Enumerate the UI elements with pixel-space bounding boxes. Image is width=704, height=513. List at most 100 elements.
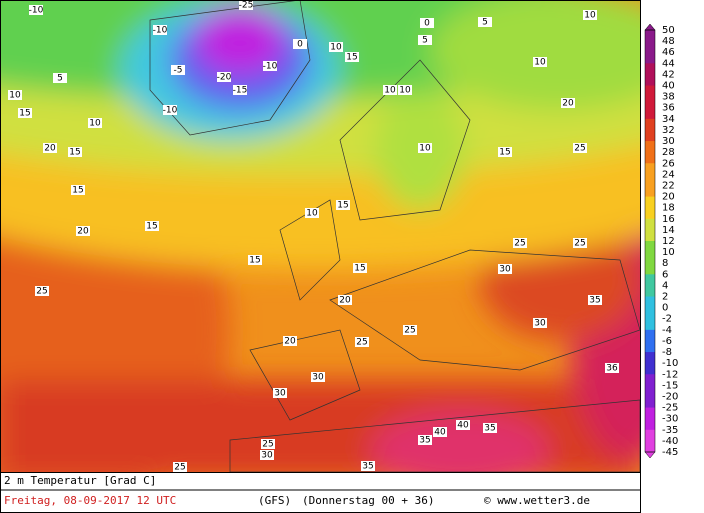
variable: 2 m Temperatur [Grad C] [4,474,156,487]
scale-band [645,218,655,231]
label-box [513,238,527,248]
label-box [145,221,159,231]
contour-label: 10 [418,143,432,154]
scale-label: 30 [662,136,675,147]
contour-label: 20 [76,226,90,237]
contour-label: 25 [403,325,417,336]
scale-band [645,129,655,142]
scale-band [645,163,655,175]
scale-label: -8 [662,347,672,358]
scale-band [645,440,655,453]
label-box [533,318,547,328]
label-text: 10 [89,119,101,129]
label-box [217,72,231,82]
contour-label: 15 [68,147,82,158]
contour-label: 25 [513,238,527,249]
label-text: 20 [284,337,296,347]
label-text: -10 [163,106,178,116]
scale-label: -6 [662,336,672,347]
contour-label: 5 [418,35,432,46]
label-text: 25 [574,239,585,249]
date: Freitag, 08-09-2017 12 UTC [4,494,176,507]
label-text: 35 [484,424,495,434]
label-text: 25 [356,338,367,348]
scale-band [645,141,655,153]
contour-label: 30 [273,388,287,399]
contour-label: 0 [420,18,434,29]
label-text: 15 [337,201,348,211]
label-box [239,0,253,10]
label-box [171,65,185,75]
scale-band [645,196,655,209]
contour-label: 10 [583,10,597,21]
contour-label: 10 [305,208,319,219]
scale-band [645,363,655,375]
scale-band [645,229,655,242]
contour-label: 30 [498,264,512,275]
scale-label: 20 [662,192,675,203]
label-box [18,108,32,118]
label-text: 15 [346,53,357,63]
contour-label: 15 [353,263,367,274]
label-text: 25 [574,144,585,154]
label-box [233,85,247,95]
label-box [71,185,85,195]
label-box [605,363,619,373]
contour-label: 35 [361,461,375,472]
label-text: 30 [261,451,273,461]
label-box [76,226,90,236]
label-text: 36 [606,364,618,374]
label-text: 20 [44,144,56,154]
scale-band [645,252,655,264]
scale-label: 14 [662,225,675,236]
label-text: 5 [422,36,428,46]
label-box [173,462,187,472]
contour-label: 35 [588,295,602,306]
label-text: 25 [36,287,47,297]
scale-label: 42 [662,69,675,80]
model: (GFS) [258,494,291,507]
label-text: 30 [534,319,546,329]
scale-band [645,118,655,131]
contour-label: 40 [433,427,447,438]
contour-label: 35 [418,435,432,446]
label-box [35,286,49,296]
contour-label: 20 [338,295,352,306]
label-text: -15 [233,86,248,96]
scale-band [645,241,655,253]
scale-band [645,407,655,420]
contour-label: 15 [145,221,159,232]
label-box [293,39,307,49]
contour-label: 10 [8,90,22,101]
scale-label: 0 [662,303,668,314]
label-box [248,255,262,265]
contour-label: 15 [498,147,512,158]
label-text: 40 [457,421,469,431]
label-text: 15 [69,148,80,158]
contour-label: 15 [18,108,32,119]
label-text: 0 [424,19,430,29]
label-box [583,10,597,20]
label-box [263,61,277,71]
label-box [478,17,492,27]
scale-band [645,52,655,64]
scale-band [645,340,655,353]
label-text: 35 [419,436,430,446]
label-box [338,295,352,305]
label-box [398,85,412,95]
scale-label: 36 [662,103,675,114]
contour-label: 25 [35,286,49,297]
contour-label: 15 [336,200,350,211]
scale-band [645,418,655,431]
scale-band [645,174,655,186]
scale-band [645,63,655,75]
contour-label: 10 [398,85,412,96]
scale-band [645,107,655,120]
scale-label: 10 [662,247,675,258]
label-text: 10 [419,144,431,154]
label-box [43,143,57,153]
scale-label: 34 [662,114,675,125]
scale-label: 50 [662,25,675,36]
map-labels: -10 -25 -10 -5 -20-15 -10 -10 5 10 15 10 20 15 15 20 15… [8,0,619,473]
